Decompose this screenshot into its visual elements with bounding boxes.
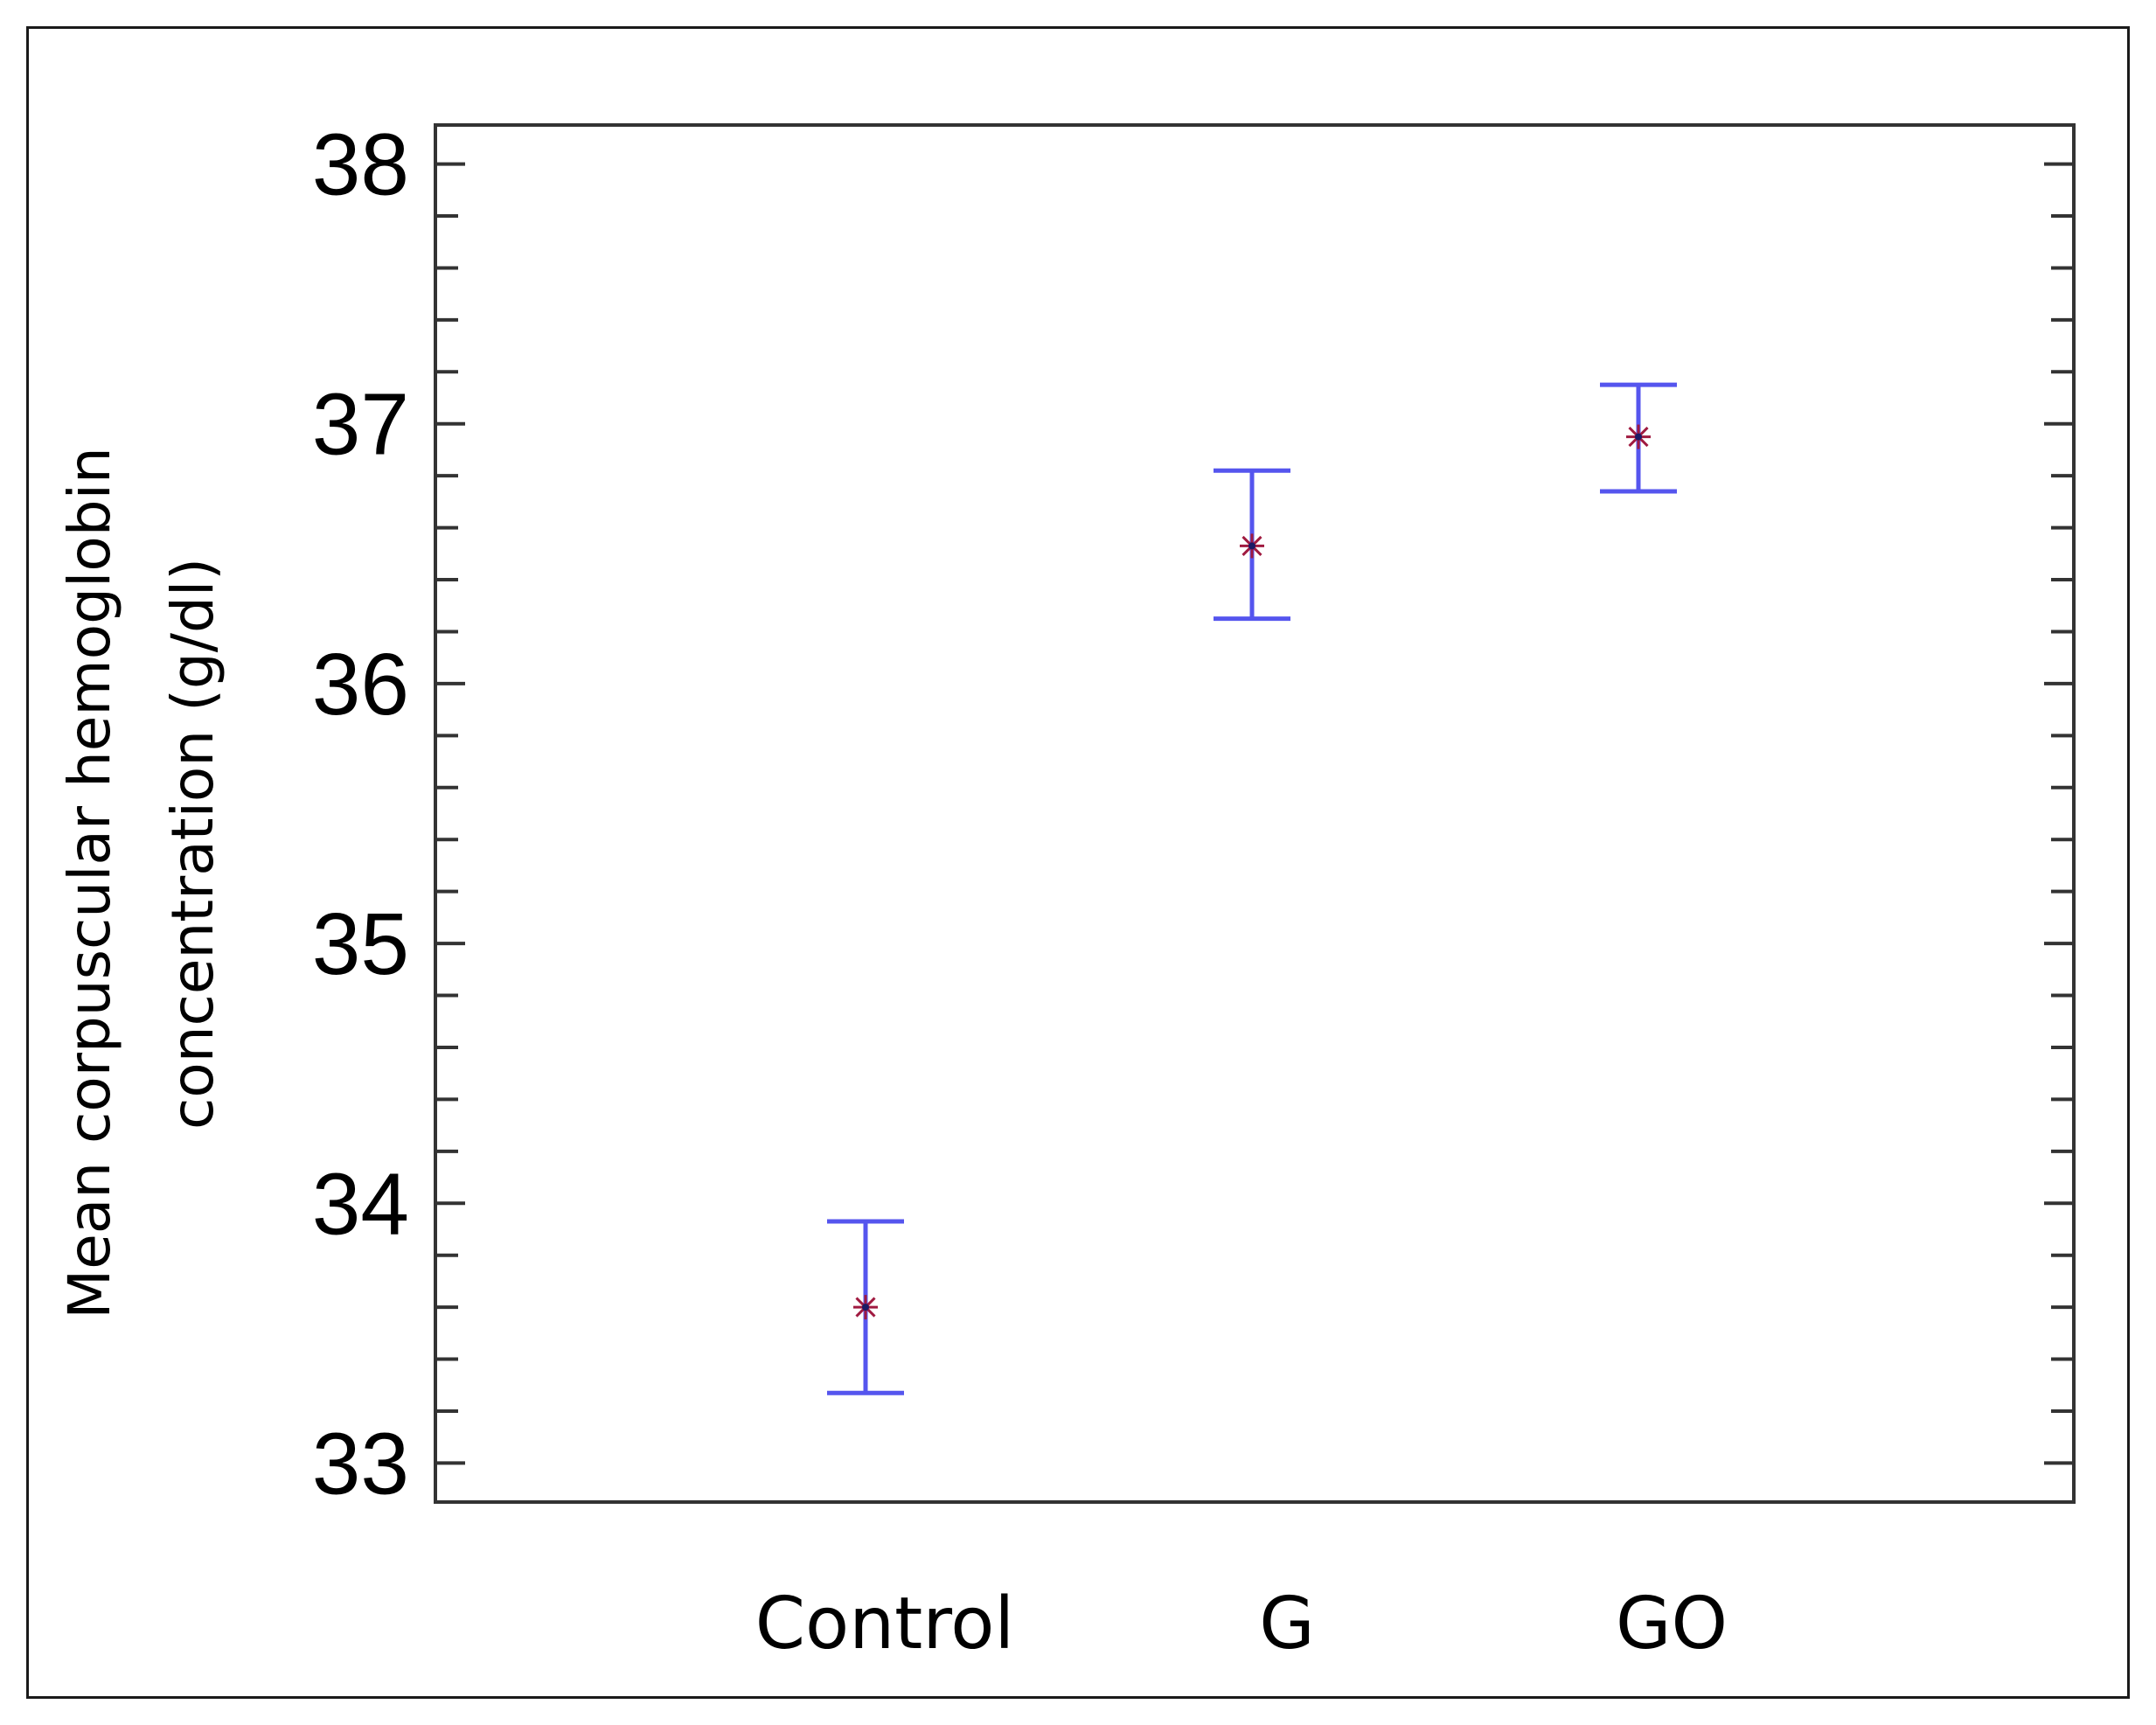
y-tick-label: 37 xyxy=(312,376,409,474)
y-tick-label: 33 xyxy=(312,1415,409,1513)
x-category-label: G xyxy=(1259,1582,1315,1666)
mean-point-marker xyxy=(853,1295,878,1320)
y-tick-label: 34 xyxy=(312,1155,409,1253)
y-axis-title-line: concentration (g/dl) xyxy=(159,558,226,1130)
mean-point-marker xyxy=(1240,533,1264,559)
x-category-label: GO xyxy=(1616,1582,1728,1666)
y-tick-label: 35 xyxy=(312,895,409,993)
mean-point-marker xyxy=(1626,424,1651,449)
y-axis-title-line: Mean corpuscular hemoglobin xyxy=(56,447,123,1319)
plot-area-frame xyxy=(434,123,2076,1504)
y-tick-label: 36 xyxy=(312,636,409,734)
figure-frame xyxy=(26,26,2130,1699)
y-tick-label: 38 xyxy=(312,116,409,214)
x-category-label: Control xyxy=(755,1582,1014,1666)
